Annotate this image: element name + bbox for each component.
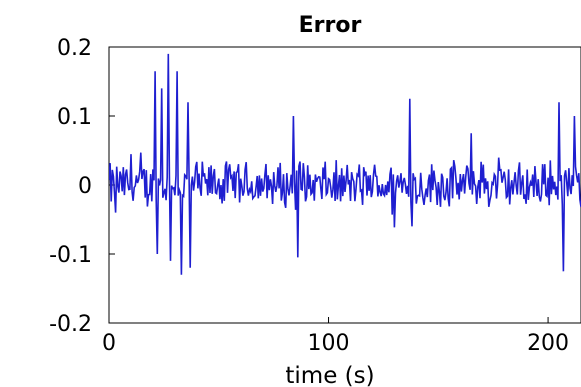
x-tick-label: 200 [527,331,569,356]
x-tick-label: 100 [308,331,350,356]
y-axis-ticks: 0.2 0.1 0 -0.1 -0.2 [49,36,115,337]
y-tick-label: 0.2 [57,36,92,61]
y-tick-label: 0 [78,174,92,199]
series-line-error [109,53,581,275]
chart-title: Error [299,13,362,38]
y-tick-label: -0.1 [49,243,92,268]
x-axis-label: time (s) [285,363,374,387]
series-layer [109,53,581,275]
x-axis-ticks: 0 100 200 [102,317,569,356]
y-tick-label: -0.2 [49,312,92,337]
y-tick-label: 0.1 [57,105,92,130]
x-tick-label: 0 [102,331,116,356]
